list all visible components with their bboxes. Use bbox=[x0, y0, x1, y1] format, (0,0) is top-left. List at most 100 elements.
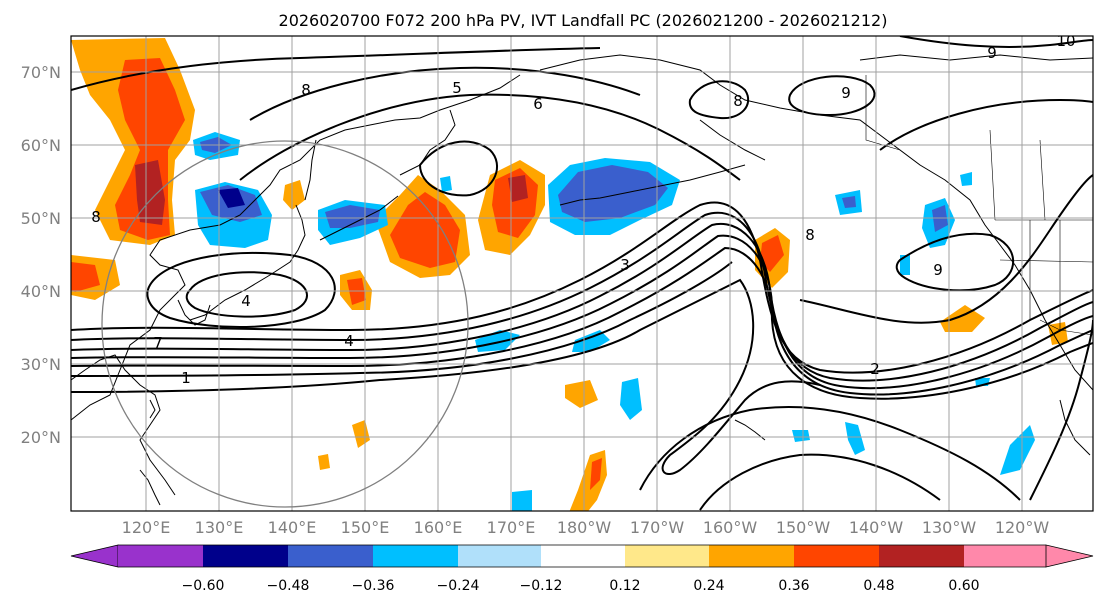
colorbar-segment bbox=[541, 545, 625, 567]
contour-jet-6 bbox=[71, 261, 733, 377]
contour-label: 7 bbox=[153, 334, 163, 352]
pv-patch-bering-west-core bbox=[492, 168, 538, 238]
colorbar-tick: −0.12 bbox=[520, 578, 563, 594]
contour-south-2 bbox=[699, 453, 941, 511]
colorbar-segment bbox=[709, 545, 794, 567]
border-us-states bbox=[999, 220, 1093, 330]
lon-label: 160°W bbox=[703, 518, 758, 537]
contour-8-loop-alaska bbox=[688, 80, 750, 120]
contour-jet-3 bbox=[71, 222, 1093, 390]
colorbar-segment bbox=[288, 545, 373, 567]
contour-9-loop bbox=[788, 75, 876, 117]
lat-label: 70°N bbox=[21, 63, 61, 82]
contour-arc-north-1 bbox=[249, 66, 641, 121]
colorbar-segment bbox=[118, 545, 203, 567]
contour-label: 8 bbox=[733, 92, 743, 110]
lat-label: 20°N bbox=[21, 428, 61, 447]
pv-patch-manchuria-max bbox=[218, 188, 245, 208]
lat-label: 30°N bbox=[21, 355, 61, 374]
contour-top-right bbox=[899, 36, 1093, 48]
colorbar-ticks: −0.60 −0.48 −0.36 −0.24 −0.12 0.12 0.24 … bbox=[182, 578, 980, 594]
contour-label: 8 bbox=[805, 226, 815, 244]
colorbar-segment bbox=[458, 545, 541, 567]
contour-label: 9 bbox=[987, 44, 997, 62]
lon-label: 140°W bbox=[849, 518, 904, 537]
pv-patch-gulf-alaska-core bbox=[760, 235, 784, 272]
pv-patch-japan-sea bbox=[283, 180, 305, 210]
map-frame bbox=[70, 35, 1094, 512]
pv-patch-tropical-streak-core bbox=[590, 458, 602, 490]
colorbar bbox=[70, 544, 1094, 568]
contour-labels: 1 2 4 4 5 6 7 8 9 9 10 8 3 8 8 9 bbox=[91, 32, 1075, 387]
map-background bbox=[71, 36, 1093, 511]
contour-label: 8 bbox=[301, 81, 311, 99]
colorbar-tick: 0.12 bbox=[609, 578, 640, 594]
colorbar-tick: −0.36 bbox=[352, 578, 395, 594]
colorbar-segment bbox=[879, 545, 964, 567]
lat-label: 50°N bbox=[21, 209, 61, 228]
coastline-taiwan bbox=[149, 399, 156, 419]
lon-label: 140°E bbox=[268, 518, 317, 537]
colorbar-tick: 0.36 bbox=[778, 578, 809, 594]
coastline-canada-north bbox=[859, 54, 1093, 61]
pv-patch-bering-west-max bbox=[508, 175, 528, 202]
pv-patch-kamchatka-small bbox=[440, 176, 452, 192]
contour-label: 9 bbox=[841, 84, 851, 102]
contour-label: 10 bbox=[1056, 32, 1075, 50]
coastline-philippines bbox=[139, 469, 161, 506]
coastline-china bbox=[71, 354, 176, 496]
pv-patch-kuril-core bbox=[390, 192, 460, 268]
pv-patch-subtropic-3 bbox=[318, 454, 330, 470]
colorbar-extend-high bbox=[1045, 544, 1094, 568]
contour-south-1 bbox=[639, 405, 1021, 501]
pv-patch-ne-blue-4 bbox=[900, 255, 910, 275]
contour-label: 9 bbox=[933, 261, 943, 279]
contour-arc-north-2 bbox=[239, 93, 741, 181]
lon-label: 150°W bbox=[776, 518, 831, 537]
contour-label: 4 bbox=[344, 332, 354, 350]
contour-east-1 bbox=[799, 174, 1093, 324]
contour-jet-7 bbox=[71, 278, 821, 475]
pv-patch-west-edge-core bbox=[71, 262, 100, 292]
contour-jet-5 bbox=[71, 246, 1093, 400]
coastline-asia-east bbox=[71, 74, 521, 421]
coastline-kurils bbox=[319, 195, 399, 241]
contour-bering-loop bbox=[418, 140, 499, 197]
contour-label: 3 bbox=[620, 256, 630, 274]
pv-patch-hawaii-blue-2 bbox=[845, 422, 865, 455]
contour-jet-1 bbox=[71, 201, 1093, 374]
pv-patch-west-siberia-core bbox=[115, 58, 185, 240]
lat-label: 40°N bbox=[21, 282, 61, 301]
contour-closed-low-inner bbox=[185, 271, 308, 318]
colorbar-tick: 0.48 bbox=[863, 578, 894, 594]
map-area: 1 2 4 4 5 6 7 8 9 9 10 8 3 8 8 9 bbox=[71, 32, 1093, 511]
coastline-baja bbox=[1059, 399, 1091, 456]
contour-closed-low-outer bbox=[146, 252, 336, 328]
lon-label: 130°E bbox=[195, 518, 244, 537]
range-circle bbox=[101, 140, 469, 508]
lon-label: 160°E bbox=[414, 518, 463, 537]
lon-label: 130°W bbox=[922, 518, 977, 537]
pv-patch-hawaii-blue bbox=[792, 430, 810, 442]
colorbar-extend-low bbox=[70, 544, 119, 568]
colorbar-segment bbox=[373, 545, 458, 567]
contour-canada-1 bbox=[879, 98, 1093, 151]
lon-label: 170°E bbox=[487, 518, 536, 537]
coastline-hawaii bbox=[734, 419, 766, 441]
chart-title: 2026020700 F072 200 hPa PV, IVT Landfall… bbox=[279, 11, 888, 30]
lon-label: 150°E bbox=[341, 518, 390, 537]
pv-patch-ne-pacific-coast bbox=[1048, 322, 1068, 345]
contour-canada-2 bbox=[895, 232, 1015, 292]
colorbar-tick: −0.60 bbox=[182, 578, 225, 594]
contour-label: 4 bbox=[241, 292, 251, 310]
colorbar-tick: −0.48 bbox=[267, 578, 310, 594]
colorbar-outline bbox=[118, 544, 1046, 568]
contour-jet-4 bbox=[71, 234, 1093, 396]
colorbar-tick: 0.60 bbox=[948, 578, 979, 594]
coastline-korea bbox=[177, 299, 211, 326]
contour-east-2 bbox=[1029, 319, 1093, 501]
graticule bbox=[71, 36, 1093, 511]
contour-label: 5 bbox=[452, 79, 462, 97]
